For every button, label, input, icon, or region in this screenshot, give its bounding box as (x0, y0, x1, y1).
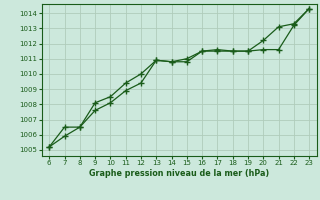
X-axis label: Graphe pression niveau de la mer (hPa): Graphe pression niveau de la mer (hPa) (89, 169, 269, 178)
